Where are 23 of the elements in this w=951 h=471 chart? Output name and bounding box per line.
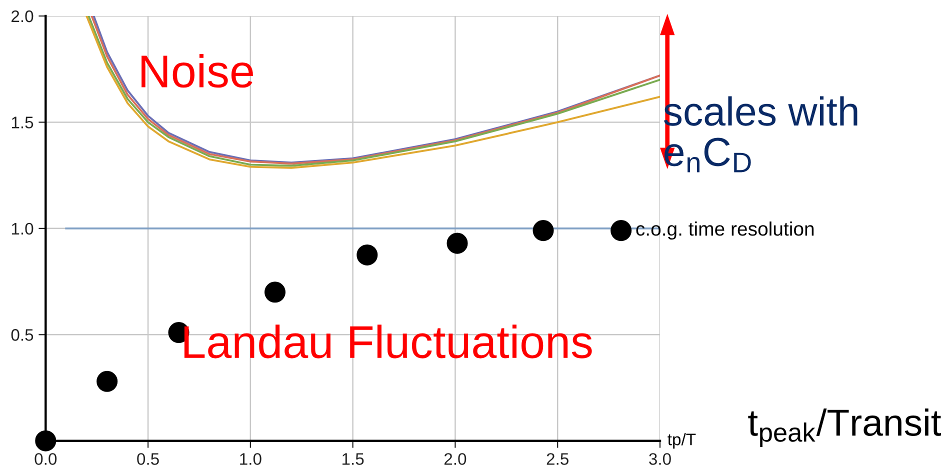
annotation: Noise [142, 54, 253, 88]
x-tick-label: 2.5 [546, 453, 568, 465]
point [446, 232, 468, 254]
x-tick-label: 3.0 [649, 453, 671, 465]
x-axis-title: tp/T [668, 433, 696, 449]
x-tick-label: 0.0 [34, 453, 57, 465]
x-tick-label: 1.0 [240, 453, 262, 465]
annotation: Landau Fluctuations [184, 324, 592, 358]
point [96, 370, 118, 392]
y-tick-label: 1.5 [12, 116, 34, 128]
x-tick-label: 0.5 [137, 453, 159, 465]
y-tick-label: 2.0 [12, 10, 34, 22]
point [532, 220, 554, 242]
text: t$_{peak}$/Transit [748, 408, 942, 448]
annotation: c.o.g. time resolution [636, 221, 814, 240]
point [356, 244, 378, 266]
point [610, 220, 632, 242]
point [35, 430, 56, 452]
y-tick-label: 1.0 [12, 222, 34, 235]
point [264, 282, 286, 303]
x-tick-label: 1.5 [342, 453, 364, 465]
y-tick-label: 0.5 [11, 329, 34, 341]
x-tick-label: 2.0 [444, 453, 466, 465]
